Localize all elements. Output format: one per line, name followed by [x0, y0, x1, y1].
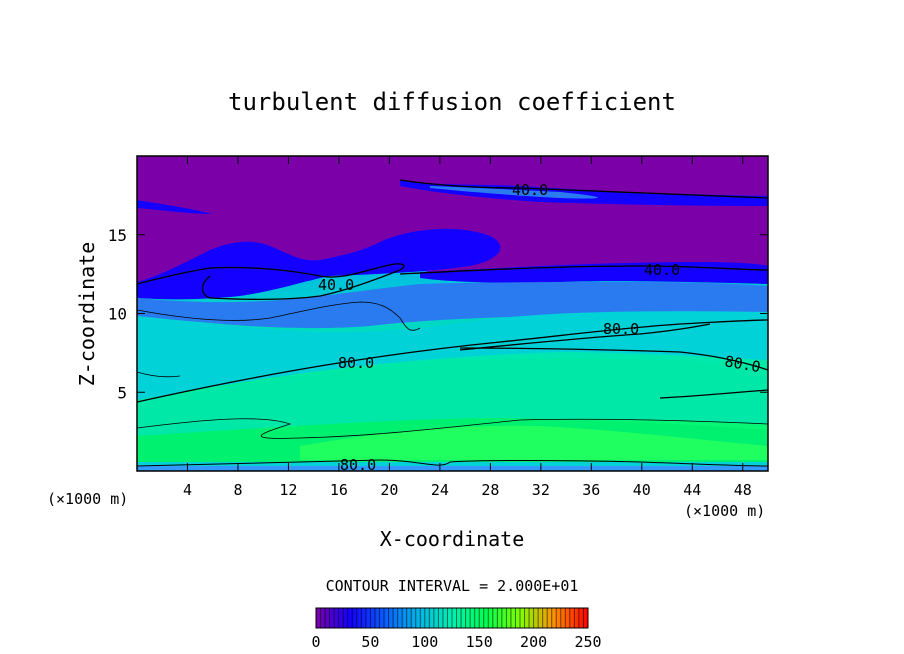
contour-label-40-right: 40.0: [644, 261, 680, 279]
surface-layer-2: [137, 466, 768, 471]
contour-40-main: [137, 263, 405, 300]
contour-small-left: [137, 371, 181, 378]
x-tick-label: 28: [481, 481, 499, 499]
y-axis-ticks: 5 10 15: [108, 226, 768, 402]
contour-lines: [137, 179, 768, 467]
contour-label-80-main: 80.0: [338, 354, 374, 372]
y-tick-label: 5: [117, 383, 127, 402]
colorbar-tick-label: 200: [520, 633, 547, 651]
upper-blue-streak: [400, 180, 768, 206]
y-tick-label: 15: [108, 226, 127, 245]
upper-mid-streak: [430, 186, 598, 199]
colorbar-tick-label: 50: [361, 633, 379, 651]
contour-80-right-low: [659, 389, 768, 399]
y-tick-label: 10: [108, 305, 127, 324]
x-tick-label: 44: [683, 481, 701, 499]
colorbar-tick-labels: 0 50 100 150 200 250: [311, 633, 601, 651]
contour-40-upper: [399, 179, 768, 199]
x-tick-label: 40: [633, 481, 651, 499]
y-axis-label: Z-coordinate: [75, 242, 99, 387]
x-tick-label: 36: [582, 481, 600, 499]
colorbar-tick-label: 250: [574, 633, 601, 651]
x-axis-ticks: 4 8 12 16 20 24 28 32 36 40 44 48: [183, 156, 752, 499]
blue-layer-right: [420, 262, 768, 284]
cyan-band: [137, 311, 768, 400]
contour-label-80-mid: 80.0: [603, 320, 639, 338]
mid-blue-band: [137, 282, 768, 329]
upper-purple-region: [137, 156, 768, 282]
blue-dome-left: [137, 228, 501, 300]
contour-thin-low: [137, 418, 768, 439]
x-tick-label: 48: [734, 481, 752, 499]
colorbar-tick-label: 100: [411, 633, 438, 651]
contour-fill-area: [137, 156, 768, 471]
x-tick-label: 32: [532, 481, 550, 499]
contour-thin-mid: [137, 301, 421, 331]
x-axis-label: X-coordinate: [380, 527, 525, 551]
bright-green-core: [300, 425, 768, 460]
x-tick-label: 4: [183, 481, 192, 499]
contour-label-80-surface: 80.0: [340, 456, 376, 474]
colorbar-tick-label: 150: [466, 633, 493, 651]
contour-80-surface: [137, 459, 768, 467]
x-unit-left: (×1000 m): [47, 490, 128, 508]
contour-40-right: [399, 265, 768, 275]
x-tick-label: 16: [330, 481, 348, 499]
contour-label-40-upper: 40.0: [512, 181, 548, 199]
contour-label-80-right: 80.0: [723, 352, 762, 376]
x-tick-label: 12: [279, 481, 297, 499]
upper-left-streak: [137, 200, 212, 214]
x-tick-label: 20: [380, 481, 398, 499]
x-unit-right: (×1000 m): [684, 502, 765, 520]
seafoam-band: [137, 358, 768, 436]
contour-80-main: [137, 319, 768, 403]
contour-interval-label: CONTOUR INTERVAL = 2.000E+01: [326, 577, 579, 595]
x-tick-label: 24: [431, 481, 449, 499]
contour-label-group: 40.0 40.0 40.0 80.0 80.0 80.0 80.0: [318, 181, 762, 474]
colorbar-stripes: [320, 608, 584, 628]
contour-80-right: [459, 347, 768, 371]
contour-label-40-left: 40.0: [318, 276, 354, 294]
x-tick-label: 8: [233, 481, 242, 499]
colorbar-tick-label: 0: [311, 633, 320, 651]
chart-title: turbulent diffusion coefficient: [228, 88, 676, 116]
contour-80-lower: [459, 323, 711, 351]
surface-layer-1: [137, 462, 768, 466]
